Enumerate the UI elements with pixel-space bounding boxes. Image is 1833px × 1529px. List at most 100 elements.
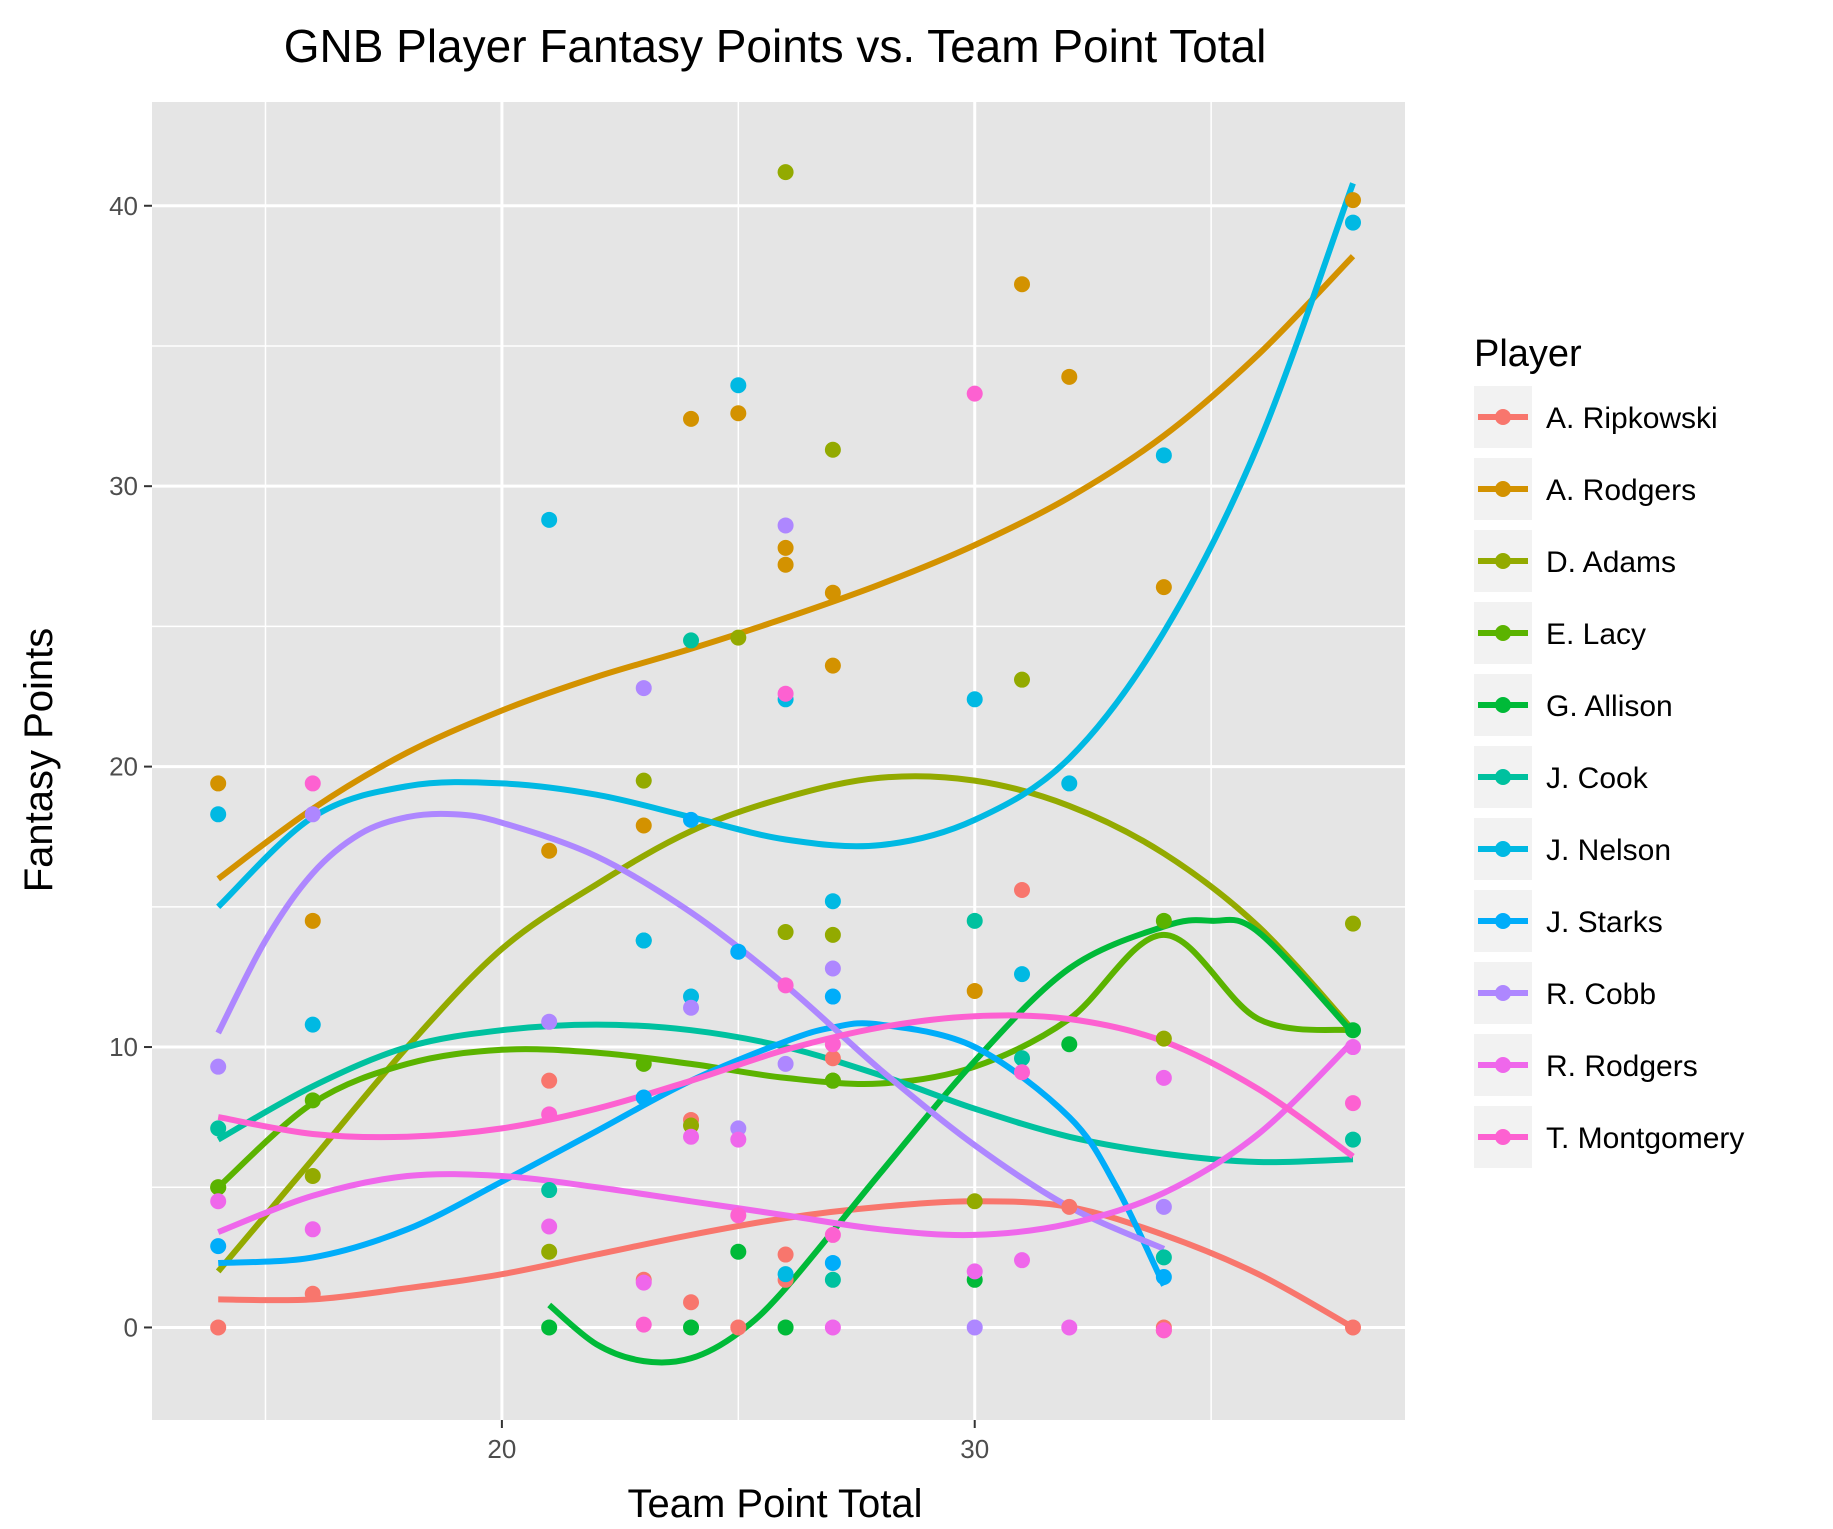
data-point <box>1155 1249 1172 1266</box>
legend-dot <box>1495 841 1511 857</box>
data-point <box>824 584 841 601</box>
data-point <box>541 1013 558 1030</box>
data-point <box>1155 1069 1172 1086</box>
data-point <box>210 1193 227 1210</box>
data-point <box>1344 1039 1361 1056</box>
data-point <box>966 385 983 402</box>
data-point <box>1014 1252 1031 1269</box>
data-point <box>966 1193 983 1210</box>
data-point <box>1155 579 1172 596</box>
data-point <box>1344 214 1361 231</box>
data-point <box>966 1263 983 1280</box>
data-point <box>824 926 841 943</box>
data-point <box>730 943 747 960</box>
series-line <box>547 916 1356 1366</box>
data-point <box>541 1243 558 1260</box>
data-point <box>1155 1322 1172 1339</box>
legend-label: A. Ripkowski <box>1546 402 1718 435</box>
data-point <box>1155 912 1172 929</box>
data-point <box>683 988 700 1005</box>
data-point <box>824 1319 841 1336</box>
legend-title: Player <box>1474 333 1582 375</box>
data-point <box>541 1218 558 1235</box>
data-point <box>1344 1022 1361 1039</box>
data-point <box>683 410 700 427</box>
data-point <box>541 1106 558 1123</box>
data-point <box>966 912 983 929</box>
legend-dot <box>1495 697 1511 713</box>
legend-label: E. Lacy <box>1546 618 1646 651</box>
series-line <box>216 182 1356 909</box>
data-point <box>683 1319 700 1336</box>
data-point <box>683 811 700 828</box>
data-point <box>1155 1030 1172 1047</box>
data-point <box>1344 915 1361 932</box>
data-point <box>541 1182 558 1199</box>
data-point <box>777 164 794 181</box>
legend-dot <box>1495 769 1511 785</box>
data-point <box>1014 671 1031 688</box>
legend-dot <box>1495 1057 1511 1073</box>
legend-label: R. Rodgers <box>1546 1050 1698 1083</box>
legend-label: A. Rodgers <box>1546 474 1696 507</box>
legend-label: R. Cobb <box>1546 978 1656 1011</box>
legend-label: D. Adams <box>1546 546 1676 579</box>
data-point <box>635 932 652 949</box>
legend-dot <box>1495 1129 1511 1145</box>
data-point <box>966 691 983 708</box>
data-point <box>966 982 983 999</box>
y-tick-label: 10 <box>109 1032 138 1062</box>
series-line <box>216 931 1354 1190</box>
data-point <box>1061 368 1078 385</box>
data-point <box>210 775 227 792</box>
data-point <box>210 1120 227 1137</box>
data-point <box>777 1246 794 1263</box>
data-point <box>777 539 794 556</box>
data-point <box>966 1319 983 1336</box>
data-point <box>210 1238 227 1255</box>
data-point <box>824 893 841 910</box>
data-point <box>824 1226 841 1243</box>
data-point <box>730 1243 747 1260</box>
data-point <box>777 685 794 702</box>
data-point <box>777 1319 794 1336</box>
data-point <box>730 1207 747 1224</box>
data-point <box>683 999 700 1016</box>
data-point <box>730 1319 747 1336</box>
data-point <box>730 377 747 394</box>
y-tick-label: 30 <box>109 471 138 501</box>
axis-ticks <box>144 204 976 1428</box>
data-point <box>1014 966 1031 983</box>
data-point <box>730 405 747 422</box>
data-point <box>1155 1268 1172 1285</box>
legend-label: J. Cook <box>1546 762 1649 795</box>
data-point <box>304 806 321 823</box>
data-point <box>824 988 841 1005</box>
data-point <box>635 1316 652 1333</box>
data-point <box>1344 1095 1361 1112</box>
y-tick-label: 40 <box>109 191 138 221</box>
data-point <box>824 1271 841 1288</box>
data-point <box>1061 775 1078 792</box>
data-point <box>304 912 321 929</box>
series-line <box>217 1039 1356 1239</box>
data-point <box>777 1055 794 1072</box>
data-point <box>730 629 747 646</box>
data-point <box>824 1050 841 1067</box>
data-point <box>1344 1319 1361 1336</box>
x-axis-title: Team Point Total <box>628 1482 923 1526</box>
data-point <box>635 1274 652 1291</box>
data-point <box>777 556 794 573</box>
data-point <box>824 1072 841 1089</box>
data-point <box>683 1294 700 1311</box>
x-tick-label: 20 <box>487 1434 516 1464</box>
legend-dot <box>1495 481 1511 497</box>
series-line <box>215 810 1166 1252</box>
data-point <box>541 511 558 528</box>
data-point <box>730 1120 747 1137</box>
data-point <box>1014 881 1031 898</box>
data-point <box>1014 1064 1031 1081</box>
data-point <box>824 441 841 458</box>
legend-dot <box>1495 913 1511 929</box>
